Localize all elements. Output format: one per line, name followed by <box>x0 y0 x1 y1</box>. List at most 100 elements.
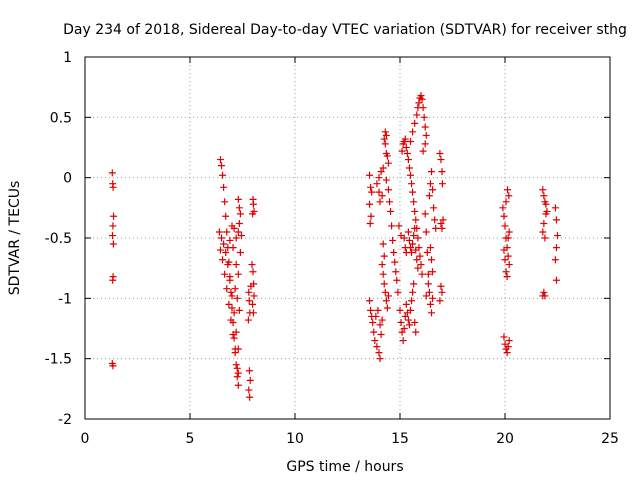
data-point <box>422 228 430 236</box>
data-point <box>376 321 384 329</box>
data-point <box>234 369 242 377</box>
data-point <box>540 192 548 200</box>
y-tick-label: -1 <box>58 291 72 307</box>
data-point <box>412 328 420 336</box>
data-point <box>110 212 118 220</box>
data-point <box>551 204 559 212</box>
data-point <box>391 258 399 266</box>
data-point <box>227 288 235 296</box>
data-point <box>245 367 253 375</box>
data-point <box>249 268 257 276</box>
data-point <box>235 306 243 314</box>
data-point <box>436 150 444 158</box>
data-point <box>392 268 400 276</box>
data-point <box>382 176 390 184</box>
data-point <box>234 228 242 236</box>
data-point <box>402 144 410 151</box>
data-point <box>501 222 509 230</box>
data-point <box>232 361 240 369</box>
data-point <box>543 207 551 215</box>
data-point <box>389 236 397 244</box>
data-point <box>410 280 418 288</box>
data-point <box>371 337 379 345</box>
data-point <box>234 381 242 389</box>
data-point <box>505 228 513 236</box>
data-point <box>424 280 432 288</box>
data-point <box>245 288 253 296</box>
y-tick-label: 1 <box>63 50 72 66</box>
data-point <box>500 333 508 341</box>
data-point <box>404 316 412 324</box>
data-point <box>437 220 445 228</box>
data-point <box>421 210 429 218</box>
data-point <box>381 128 389 136</box>
data-point <box>428 256 435 264</box>
data-point <box>426 300 434 308</box>
data-point <box>108 169 116 177</box>
data-point <box>400 325 408 332</box>
data-point <box>380 280 388 288</box>
x-tick-label: 10 <box>286 431 304 447</box>
axis-ticks <box>84 56 611 420</box>
data-point <box>244 316 252 324</box>
data-point <box>109 183 117 191</box>
data-point <box>428 168 435 176</box>
data-point <box>384 186 392 194</box>
data-point <box>220 183 228 191</box>
data-point <box>249 309 257 317</box>
data-point <box>245 386 253 394</box>
data-point <box>426 180 434 188</box>
data-point <box>109 276 117 284</box>
data-point <box>234 195 242 203</box>
data-point <box>411 119 419 127</box>
data-point <box>378 192 386 200</box>
data-point <box>216 246 224 254</box>
data-point <box>540 288 548 296</box>
data-point <box>398 328 406 336</box>
data-point <box>398 147 406 155</box>
data-point <box>228 222 236 230</box>
data-point <box>231 285 239 293</box>
data-point <box>382 297 390 305</box>
data-point <box>552 244 560 252</box>
data-point <box>502 268 510 276</box>
y-axis-label: SDTVAR / TECUs <box>7 181 23 296</box>
x-tick-label: 25 <box>601 431 619 447</box>
x-tick-labels: 0 5 10 15 20 25 <box>81 431 619 447</box>
data-point <box>221 198 229 206</box>
x-tick-label: 15 <box>391 431 409 447</box>
data-point <box>216 156 224 164</box>
data-point <box>373 343 381 351</box>
data-point <box>505 192 513 200</box>
data-point <box>397 318 405 326</box>
data-point <box>412 216 420 224</box>
data-point <box>109 222 117 230</box>
data-point <box>223 228 231 236</box>
y-tick-labels: 1 0.5 0 -0.5 -1 -1.5 -2 <box>45 50 72 428</box>
data-point <box>250 292 258 300</box>
data-point <box>413 256 421 264</box>
data-point <box>431 216 439 224</box>
data-point <box>378 316 386 324</box>
data-point <box>411 207 419 215</box>
y-tick-label: -2 <box>58 412 72 428</box>
data-point <box>419 104 427 112</box>
data-point <box>381 140 389 148</box>
data-point <box>503 273 511 281</box>
x-axis-label: GPS time / hours <box>286 459 403 475</box>
data-point <box>429 294 437 302</box>
data-point <box>404 228 412 236</box>
data-point <box>402 248 410 256</box>
data-point <box>370 328 378 336</box>
y-tick-label: 0 <box>63 171 72 187</box>
data-point <box>402 300 410 308</box>
data-point <box>233 373 241 381</box>
data-point <box>246 393 254 401</box>
data-point <box>552 276 560 284</box>
data-point <box>383 304 391 312</box>
data-point <box>541 234 549 242</box>
data-point <box>222 212 230 220</box>
data-point <box>423 248 431 256</box>
data-point <box>422 131 430 139</box>
data-point <box>410 232 418 240</box>
